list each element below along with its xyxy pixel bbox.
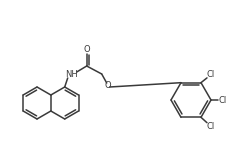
Text: O: O [104,81,111,90]
Text: Cl: Cl [219,95,227,104]
Text: NH: NH [65,70,78,78]
Text: O: O [83,45,90,53]
Text: Cl: Cl [207,70,215,79]
Text: Cl: Cl [207,122,215,131]
